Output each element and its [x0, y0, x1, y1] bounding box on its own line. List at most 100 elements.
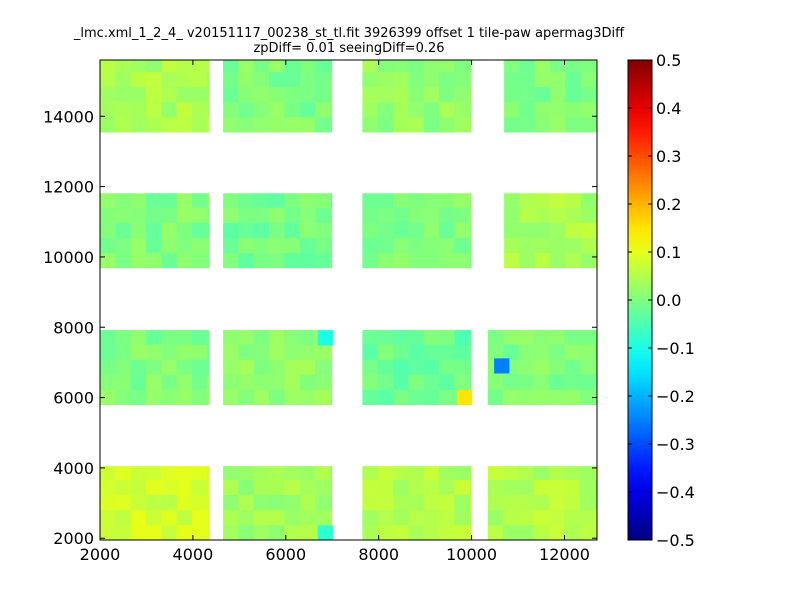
- heatmap-cell: [549, 509, 565, 526]
- heatmap-cell: [161, 466, 178, 480]
- heatmap-cell: [580, 252, 597, 269]
- heatmap-cell: [115, 207, 132, 223]
- heatmap-cell: [207, 374, 210, 390]
- heatmap-cells: [100, 60, 598, 541]
- heatmap-cell: [269, 71, 285, 88]
- heatmap-cell: [504, 207, 520, 223]
- heatmap-cell: [238, 222, 255, 238]
- heatmap-cell: [238, 207, 255, 223]
- heatmap-cell: [223, 237, 239, 254]
- heatmap-cell: [145, 466, 162, 480]
- heatmap-cell: [487, 524, 504, 541]
- heatmap-cell: [130, 344, 147, 360]
- heatmap-cell: [487, 479, 504, 496]
- heatmap-cell: [115, 359, 132, 375]
- heatmap-cell: [161, 252, 178, 269]
- heatmap-cell: [269, 389, 285, 406]
- heatmap-cell: [423, 344, 440, 360]
- heatmap-cell: [315, 389, 331, 406]
- heatmap-cell: [238, 71, 255, 88]
- heatmap-cell: [469, 330, 472, 345]
- heatmap-cell: [299, 466, 316, 480]
- heatmap-cell: [518, 330, 535, 345]
- heatmap-cell: [580, 193, 597, 208]
- heatmap-cell: [439, 509, 455, 526]
- heatmap-cell: [145, 359, 162, 375]
- heatmap-cell: [487, 509, 504, 526]
- heatmap-cell: [518, 509, 535, 526]
- heatmap-cell: [377, 374, 394, 390]
- heatmap-cell: [315, 344, 331, 360]
- x-tick-label: 12000: [539, 545, 590, 564]
- heatmap-cell: [207, 60, 210, 72]
- heatmap-cell: [423, 116, 440, 133]
- heatmap-cell: [533, 359, 550, 375]
- heatmap-cell: [284, 374, 301, 390]
- heatmap-cell: [207, 359, 210, 375]
- heatmap-cell: [454, 359, 471, 375]
- heatmap-cell: [534, 237, 551, 254]
- heatmap-cell: [284, 71, 301, 88]
- heatmap-cell: [469, 359, 472, 375]
- heatmap-cell: [362, 193, 379, 208]
- heatmap-cell: [253, 494, 270, 511]
- heatmap-cell: [469, 101, 472, 118]
- heatmap-cell: [238, 494, 255, 511]
- heatmap-cell: [253, 193, 270, 208]
- heatmap-cell: [408, 193, 425, 208]
- heatmap-cell: [330, 86, 333, 103]
- heatmap-cell: [454, 524, 471, 541]
- heatmap-cell: [519, 60, 536, 72]
- heatmap-cell: [191, 71, 208, 88]
- heatmap-cell: [191, 374, 208, 390]
- plot-area-frame: [99, 59, 598, 541]
- heatmap-cell: [565, 222, 582, 238]
- heatmap-cell: [579, 509, 596, 526]
- heatmap-cell: [579, 479, 596, 496]
- heatmap-cell: [487, 389, 504, 406]
- heatmap-cell: [161, 193, 178, 208]
- heatmap-cell: [100, 86, 116, 103]
- heatmap-cell: [439, 389, 455, 406]
- heatmap-cell: [330, 374, 333, 390]
- heatmap-cell: [223, 60, 239, 72]
- heatmap-cell: [269, 479, 285, 496]
- heatmap-cell: [130, 116, 147, 133]
- heatmap-cell: [238, 237, 255, 254]
- heatmap-cell: [564, 524, 581, 541]
- heatmap-cell: [580, 60, 597, 72]
- heatmap-cell: [377, 222, 394, 238]
- heatmap-cell: [130, 509, 147, 526]
- heatmap-cell: [519, 116, 536, 133]
- heatmap-cell: [130, 466, 147, 480]
- heatmap-cell: [469, 116, 472, 133]
- heatmap-cell: [191, 359, 208, 375]
- heatmap-cell: [377, 509, 394, 526]
- heatmap-cell: [503, 330, 519, 345]
- heatmap-cell: [362, 374, 379, 390]
- heatmap-cell: [549, 344, 565, 360]
- heatmap-cell: [253, 86, 270, 103]
- heatmap-cell: [130, 237, 147, 254]
- heatmap-cell: [503, 466, 519, 480]
- heatmap-cell: [393, 207, 409, 223]
- heatmap-cell: [423, 86, 440, 103]
- heatmap-cell: [469, 374, 472, 390]
- heatmap-cell: [191, 330, 208, 345]
- heatmap-cell: [423, 494, 440, 511]
- heatmap-cell: [315, 222, 331, 238]
- heatmap-cell: [377, 237, 394, 254]
- heatmap-cell: [393, 330, 409, 345]
- heatmap-cell: [207, 101, 210, 118]
- heatmap-cell: [176, 374, 193, 390]
- heatmap-cell: [130, 207, 147, 223]
- heatmap-cell: [454, 237, 471, 254]
- heatmap-cell: [238, 330, 255, 345]
- heatmap-cell: [191, 494, 208, 511]
- heatmap-cell: [100, 207, 116, 223]
- heatmap-cell: [176, 86, 193, 103]
- heatmap-cell: [115, 494, 132, 511]
- heatmap-cell: [145, 509, 162, 526]
- heatmap-cell: [161, 86, 178, 103]
